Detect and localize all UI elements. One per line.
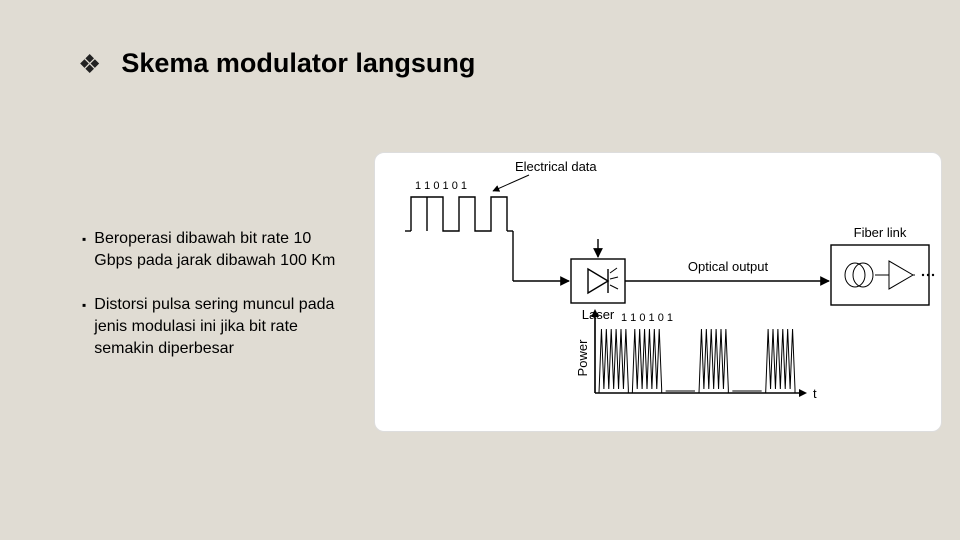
svg-text:t: t bbox=[813, 386, 817, 401]
svg-text:1 1 0 1 0 1: 1 1 0 1 0 1 bbox=[621, 312, 673, 324]
list-item: ▪ Beroperasi dibawah bit rate 10 Gbps pa… bbox=[82, 228, 352, 272]
slide: ❖ Skema modulator langsung ▪ Beroperasi … bbox=[0, 0, 960, 540]
svg-text:Fiber link: Fiber link bbox=[854, 225, 907, 240]
svg-text:Electrical data: Electrical data bbox=[515, 159, 597, 174]
bullet-icon: ▪ bbox=[82, 294, 86, 360]
svg-text:1 1 0 1 0 1: 1 1 0 1 0 1 bbox=[415, 180, 467, 192]
list-item: ▪ Distorsi pulsa sering muncul pada jeni… bbox=[82, 294, 352, 360]
svg-text:Power: Power bbox=[575, 339, 590, 377]
bullet-icon: ▪ bbox=[82, 228, 86, 272]
modulator-diagram: Electrical data 1 1 0 1 0 1 Laser Optical o… bbox=[374, 152, 942, 432]
title-text: Skema modulator langsung bbox=[121, 48, 475, 79]
svg-text:Laser: Laser bbox=[582, 307, 615, 322]
slide-title: ❖ Skema modulator langsung bbox=[78, 48, 475, 79]
title-bullet-icon: ❖ bbox=[78, 51, 101, 77]
bullet-text: Beroperasi dibawah bit rate 10 Gbps pada… bbox=[94, 228, 352, 272]
bullet-list: ▪ Beroperasi dibawah bit rate 10 Gbps pa… bbox=[82, 228, 352, 382]
svg-text:Optical output: Optical output bbox=[688, 259, 769, 274]
bullet-text: Distorsi pulsa sering muncul pada jenis … bbox=[94, 294, 352, 360]
